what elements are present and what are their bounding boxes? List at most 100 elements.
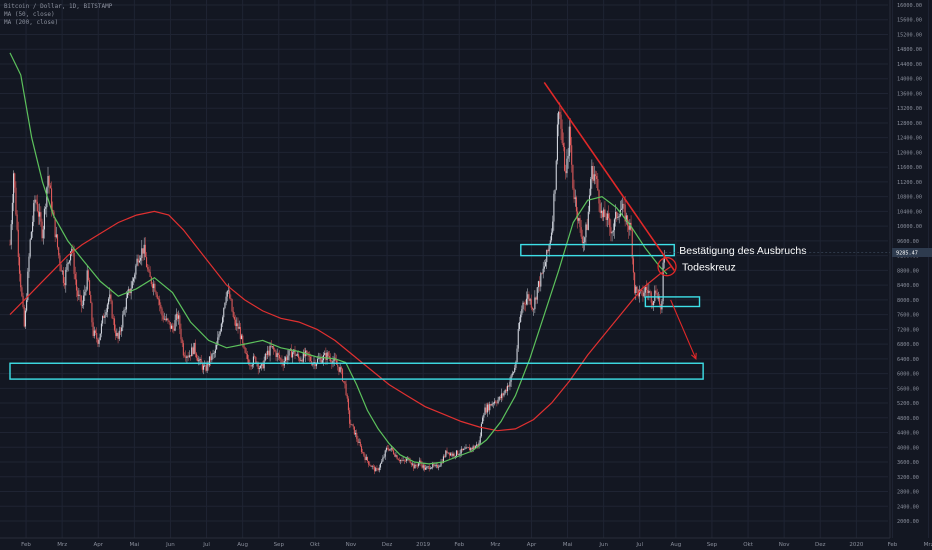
y-tick-label: 6400.00	[897, 357, 919, 363]
candle-body	[502, 393, 504, 396]
candle-body	[455, 450, 458, 456]
candle-body	[615, 211, 617, 220]
candle-body	[227, 290, 230, 292]
candle-body	[112, 318, 114, 319]
candle-body	[204, 365, 206, 367]
candle-body	[585, 224, 587, 238]
candle-body	[569, 126, 572, 146]
candle-body	[453, 453, 455, 457]
candle-body	[26, 300, 28, 311]
candle-body	[518, 322, 520, 330]
candle-body	[54, 218, 56, 238]
candle-body	[246, 354, 249, 360]
candle-body	[533, 309, 535, 310]
candle-body	[489, 404, 491, 411]
candle-body	[229, 290, 231, 299]
candle-body	[298, 354, 300, 359]
candle-body	[598, 190, 600, 204]
candle-body	[288, 350, 290, 356]
candle-body	[211, 354, 213, 361]
candle-body	[89, 280, 91, 295]
candle-body	[166, 318, 168, 321]
candle-body	[580, 227, 582, 237]
candle-body	[341, 369, 344, 382]
candle-body	[365, 457, 367, 460]
candle-body	[127, 292, 129, 298]
y-tick-label: 12800.00	[897, 121, 922, 127]
candle-body	[340, 367, 342, 370]
candle-body	[567, 155, 569, 159]
candle-body	[343, 381, 345, 382]
candle-body	[51, 188, 53, 210]
candle-body	[579, 218, 581, 228]
candle-body	[187, 356, 189, 358]
candle-body	[616, 211, 618, 219]
x-tick-label: Nov	[779, 542, 790, 548]
candle-body	[314, 362, 316, 367]
candle-body	[96, 332, 98, 339]
candle-body	[220, 323, 222, 332]
candle-body	[477, 444, 479, 446]
candle-body	[15, 187, 17, 215]
candle-body	[587, 211, 589, 230]
y-tick-label: 15200.00	[897, 32, 922, 38]
candle-body	[346, 395, 348, 399]
candle-body	[566, 158, 568, 174]
current-price-tag	[892, 247, 932, 257]
candle-body	[11, 202, 13, 225]
candle-body	[232, 311, 234, 317]
candle-body	[486, 404, 488, 413]
candle-body	[438, 466, 440, 468]
candle-body	[250, 365, 252, 367]
candle-body	[393, 450, 395, 455]
candle-body	[265, 353, 268, 355]
candle-body	[429, 468, 431, 470]
candle-body	[28, 256, 30, 272]
candle-body	[536, 287, 538, 300]
x-tick-label: Mrz	[924, 542, 932, 548]
candle-body	[581, 236, 583, 243]
y-tick-label: 10800.00	[897, 195, 922, 201]
candle-body	[488, 404, 490, 411]
candle-body	[593, 174, 595, 181]
candle-body	[113, 318, 116, 331]
candle-body	[179, 315, 181, 329]
candle-body	[554, 189, 556, 194]
x-tick-label: Feb	[21, 542, 31, 548]
candle-body	[24, 310, 26, 327]
candle-body	[547, 249, 549, 252]
candle-body	[378, 467, 380, 471]
candle-body	[404, 460, 406, 462]
candle-body	[603, 209, 605, 218]
candle-body	[421, 463, 423, 468]
candle-body	[621, 208, 623, 210]
candle-body	[116, 333, 118, 336]
candle-body	[402, 459, 404, 461]
y-tick-label: 5600.00	[897, 386, 919, 392]
candle-body	[426, 466, 428, 468]
candle-body	[181, 339, 183, 344]
candle-body	[461, 448, 463, 451]
y-tick-label: 7200.00	[897, 327, 919, 333]
candle-body	[531, 307, 534, 310]
candle-body	[151, 284, 154, 289]
candle-body	[565, 170, 567, 174]
candle-body	[493, 401, 496, 404]
candle-body	[389, 449, 391, 451]
candle-body	[230, 298, 232, 300]
candle-body	[541, 273, 543, 274]
death-cross-marker	[657, 257, 677, 277]
candle-body	[450, 453, 452, 456]
candle-body	[645, 287, 648, 290]
candle-body	[511, 373, 513, 376]
candle-body	[591, 166, 593, 180]
candle-body	[118, 330, 120, 339]
candle-body	[537, 281, 539, 288]
candle-body	[409, 460, 411, 463]
candle-body	[530, 299, 532, 308]
candle-body	[128, 288, 130, 293]
legend-symbol: Bitcoin / Dollar, 1D, BITSTAMP	[4, 3, 113, 10]
y-tick-label: 4000.00	[897, 445, 919, 451]
y-tick-label: 4400.00	[897, 431, 919, 437]
